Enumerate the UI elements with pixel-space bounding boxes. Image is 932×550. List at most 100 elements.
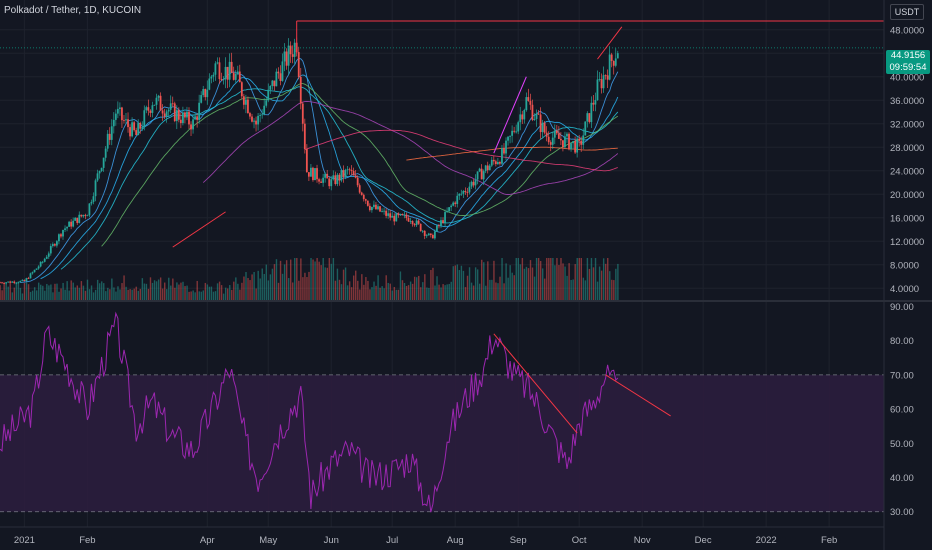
candle-body <box>53 244 56 246</box>
time-tick-label: Feb <box>79 535 95 546</box>
volume-bar <box>578 258 580 300</box>
volume-bar <box>149 277 152 300</box>
candle-body <box>425 235 428 237</box>
candle-body <box>25 278 28 282</box>
price-tick-label: 28.0000 <box>890 143 924 154</box>
candle-body <box>13 281 16 283</box>
candle-body <box>196 116 199 120</box>
candle-body <box>547 136 550 143</box>
candle-body <box>344 169 347 178</box>
candle-body <box>600 79 603 89</box>
volume-bar <box>206 284 209 300</box>
volume-bar <box>170 285 172 300</box>
volume-bar <box>507 277 509 300</box>
candle-body <box>133 122 136 131</box>
price-unit-label[interactable]: USDT <box>890 4 924 20</box>
candle-body <box>68 221 70 227</box>
volume-bar <box>1 290 3 300</box>
volume-bar <box>33 287 36 300</box>
volume-bar <box>336 268 339 300</box>
candle-body <box>153 104 156 106</box>
volume-bar <box>332 258 335 300</box>
candle-body <box>43 258 46 262</box>
volume-bar <box>448 283 450 300</box>
candle-body <box>293 42 296 57</box>
candle-body <box>602 75 605 89</box>
candle-body <box>442 220 444 223</box>
volume-bar <box>227 288 229 300</box>
candle-body <box>244 99 247 105</box>
volume-bar <box>90 285 93 300</box>
volume-bar <box>363 284 365 300</box>
candle-body <box>179 119 182 124</box>
volume-bar <box>257 270 259 300</box>
candle-body <box>175 110 178 122</box>
volume-bar <box>147 288 150 300</box>
volume-bar <box>192 290 194 300</box>
volume-bar <box>598 266 601 300</box>
candle-body <box>184 112 186 118</box>
candle-body <box>214 63 217 75</box>
candle-body <box>332 175 335 180</box>
volume-bar <box>29 291 32 300</box>
candle-body <box>310 167 312 177</box>
volume-bar <box>11 292 13 300</box>
rsi-tick-label: 50.00 <box>890 439 914 450</box>
volume-bar <box>52 292 54 300</box>
volume-bar <box>456 264 459 300</box>
candle-body <box>507 136 509 141</box>
volume-bar <box>546 258 548 300</box>
last-price-value: 44.9156 <box>890 50 926 61</box>
candle-body <box>346 169 349 171</box>
volume-bar <box>357 280 359 300</box>
candle-body <box>141 127 144 129</box>
volume-bar <box>468 267 471 300</box>
candle-body <box>375 204 377 210</box>
volume-bar <box>15 282 18 300</box>
volume-bar <box>389 283 391 300</box>
volume-bar <box>84 290 87 300</box>
candle-body <box>74 217 77 221</box>
volume-bar <box>164 282 166 300</box>
volume-bar <box>131 289 133 300</box>
volume-bar <box>204 282 207 300</box>
candle-body <box>576 138 579 153</box>
candle-body <box>312 167 314 181</box>
last-price-tag: 44.9156 09:59:54 <box>886 50 930 74</box>
candle-body <box>541 122 544 133</box>
candle-body <box>356 177 359 186</box>
volume-bar <box>78 287 81 300</box>
candle-body <box>578 138 581 141</box>
volume-bar <box>600 270 603 300</box>
candle-body <box>289 45 292 55</box>
volume-bar <box>70 280 72 300</box>
candle-body <box>407 218 410 222</box>
volume-bar <box>355 270 357 300</box>
volume-bar <box>188 291 190 300</box>
candle-body <box>592 102 595 105</box>
volume-bar <box>560 258 562 300</box>
volume-bar <box>529 260 532 300</box>
candle-body <box>557 133 560 139</box>
volume-bar <box>269 274 272 300</box>
volume-bar <box>450 281 452 300</box>
candle-body <box>265 100 268 106</box>
candle-body <box>218 62 221 80</box>
candle-body <box>584 121 587 136</box>
candle-body <box>354 175 357 178</box>
volume-bar <box>322 258 324 300</box>
volume-bar <box>111 278 113 300</box>
candle-body <box>11 281 14 283</box>
candle-body <box>305 149 308 173</box>
candle-body <box>98 170 101 174</box>
candle-body <box>139 123 142 129</box>
volume-bar <box>424 274 426 300</box>
candle-body <box>188 111 190 125</box>
volume-bar <box>54 283 56 300</box>
moving-average-line <box>406 146 618 161</box>
moving-average-line <box>40 74 619 280</box>
candle-body <box>427 233 430 236</box>
volume-bar <box>153 280 156 300</box>
volume-bar <box>216 283 219 300</box>
